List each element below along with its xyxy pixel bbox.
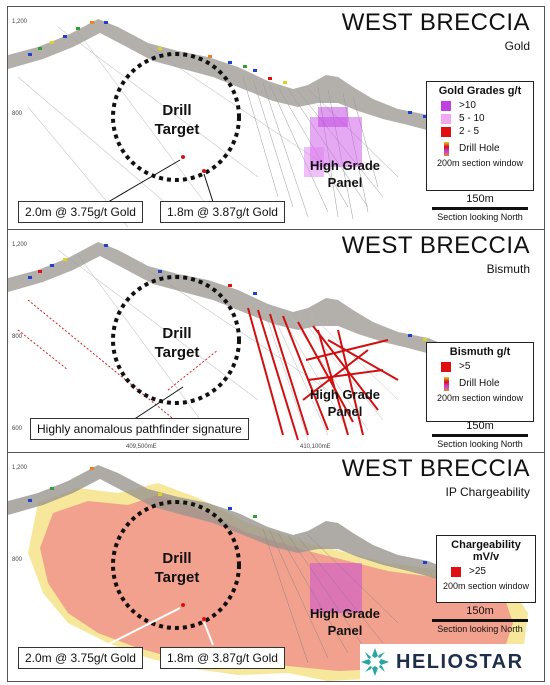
callout-right: 1.8m @ 3.87g/t Gold: [160, 201, 285, 223]
callout-left: 2.0m @ 3.75g/t Gold: [18, 647, 143, 669]
high-grade-label: High Grade Panel: [309, 606, 381, 638]
legend-window: 200m section window: [442, 581, 530, 591]
drill-target-circle: [111, 500, 241, 630]
gold-high-grade-cluster: [304, 107, 362, 177]
legend-row: 5 - 10: [427, 112, 533, 125]
sun-icon: [361, 648, 389, 676]
heliostar-logo: HELIOSTAR: [360, 644, 536, 680]
drill-target-label: Drill Target: [154, 102, 200, 138]
panel-bismuth: 1,200 800 600 409,500mE 410,100mE WEST B…: [7, 229, 545, 453]
surface-samples: [28, 244, 427, 341]
drill-target-circle: [111, 275, 241, 405]
topography: [8, 465, 453, 579]
elev-tick: 800: [12, 111, 23, 117]
panel-gold: 1,200 800 WEST BRECCIA Gold Drill Target …: [7, 6, 545, 230]
elev-tick: 800: [12, 334, 23, 340]
panel-subtitle: Bismuth: [486, 262, 530, 276]
legend-drill-hole: Drill Hole: [427, 376, 533, 391]
drill-target-circle: [111, 52, 241, 182]
intercept-point: [181, 155, 185, 159]
surface-samples: [28, 21, 427, 118]
scale-bar: 150m Section looking North: [432, 193, 528, 222]
bismuth-traces: [17, 299, 219, 436]
callout-arrow-left: [102, 607, 181, 648]
easting-tick: 409,500mE: [126, 444, 157, 450]
callout-arrow: [132, 386, 184, 421]
legend-row: >25: [437, 565, 535, 578]
intercept-point: [181, 603, 185, 607]
scale-bar: 150m Section looking North: [432, 605, 528, 634]
drill-hole-fan: [262, 528, 399, 664]
drill-target-label: Drill Target: [154, 550, 200, 586]
callout-arrow-right: [203, 173, 214, 203]
legend-row: >10: [427, 99, 533, 112]
panel-ip-chargeability: 1,200 800 WEST BRECCIA IP Chargeability …: [7, 452, 545, 682]
callout-left: 2.0m @ 3.75g/t Gold: [18, 201, 143, 223]
callout-right: 1.8m @ 3.87g/t Gold: [160, 647, 285, 669]
legend-title: Gold Grades g/t: [438, 85, 522, 97]
panel-title: WEST BRECCIA: [341, 9, 530, 36]
drill-target-label: Drill Target: [154, 325, 200, 361]
high-grade-label: High Grade Panel: [309, 387, 381, 419]
elev-tick: 1,200: [12, 465, 28, 471]
legend-row: >5: [427, 360, 533, 373]
elev-tick: 800: [12, 557, 23, 563]
elev-tick: 600: [12, 426, 23, 432]
bismuth-cluster: [247, 307, 399, 441]
gold-high-grade-cluster: [310, 563, 362, 613]
legend-row: 2 - 5: [427, 125, 533, 138]
scale-bar: 150m Section looking North: [432, 420, 528, 449]
callout-arrow-left: [102, 159, 181, 206]
legend-window: 200m section window: [436, 393, 524, 403]
elev-tick: 1,200: [12, 19, 28, 25]
panel-title: WEST BRECCIA: [341, 455, 530, 482]
panel-title: WEST BRECCIA: [341, 232, 530, 259]
intercept-point: [202, 169, 206, 173]
legend-unit: mV/v: [472, 551, 500, 563]
legend-drill-hole: Drill Hole: [427, 141, 533, 156]
chargeability-legend: Chargeability mV/v >25 200m section wind…: [436, 535, 536, 603]
easting-tick: 410,100mE: [300, 444, 331, 450]
bismuth-section-svg: [8, 242, 453, 441]
logo-text: HELIOSTAR: [396, 650, 524, 673]
gold-legend: Gold Grades g/t >10 5 - 10 2 - 5 Drill H…: [426, 81, 534, 191]
panel-subtitle: Gold: [504, 39, 530, 53]
chargeability-section-svg: [8, 465, 528, 681]
legend-title: Bismuth g/t: [449, 346, 511, 358]
gold-section-svg: [8, 19, 453, 228]
topography: [8, 19, 453, 133]
surface-samples: [28, 467, 427, 564]
panel-subtitle: IP Chargeability: [445, 485, 531, 499]
topography: [8, 242, 453, 356]
high-grade-label: High Grade Panel: [309, 158, 381, 190]
legend-title: Chargeability: [451, 539, 521, 551]
chargeability-anomaly: [40, 495, 513, 671]
callout-pathfinder: Highly anomalous pathfinder signature: [30, 418, 249, 440]
bismuth-legend: Bismuth g/t >5 Drill Hole 200m section w…: [426, 342, 534, 422]
legend-window: 200m section window: [436, 158, 524, 168]
callout-arrow-right: [203, 621, 214, 646]
intercept-point: [202, 617, 206, 621]
elev-tick: 1,200: [12, 242, 28, 248]
drill-hole-fan: [262, 305, 399, 441]
